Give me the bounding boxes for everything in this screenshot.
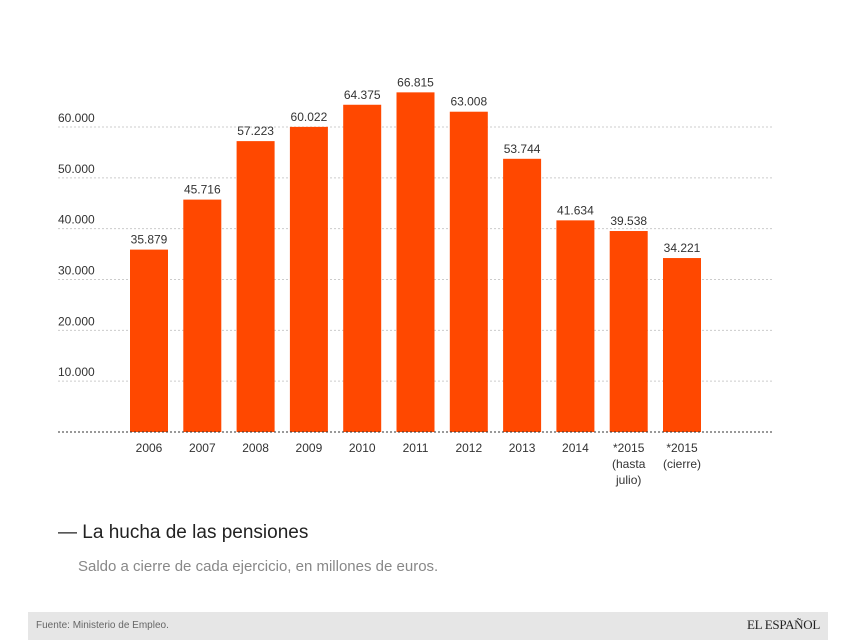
x-tick-label: 2006 — [136, 441, 163, 455]
x-tick-label: *2015 — [666, 441, 698, 455]
el-espanol-logo: EL ESPAÑOL — [747, 617, 820, 632]
bar-chart: 10.000 20.000 30.000 40.000 50.000 60.000 35.8… — [58, 75, 772, 487]
x-tick-label: *2015 — [613, 441, 645, 455]
y-tick-label: 20.000 — [58, 314, 95, 328]
bar — [183, 199, 222, 432]
bar — [556, 220, 595, 432]
bar — [503, 158, 542, 432]
bar — [663, 258, 701, 432]
data-label: 53.744 — [504, 142, 541, 156]
data-label: 45.716 — [184, 183, 221, 197]
data-label: 35.879 — [131, 233, 168, 247]
x-tick-label: 2012 — [455, 441, 482, 455]
footer-bar: Fuente: Ministerio de Empleo. EL ESPAÑOL — [28, 612, 828, 640]
data-label: 34.221 — [664, 241, 701, 255]
y-tick-label: 50.000 — [58, 162, 95, 176]
x-tick-label: 2008 — [242, 441, 269, 455]
data-label: 64.375 — [344, 88, 381, 102]
y-tick-label: 30.000 — [58, 264, 95, 278]
chart-subtitle: Saldo a cierre de cada ejercicio, en mil… — [78, 558, 439, 575]
data-label: 63.008 — [450, 95, 487, 109]
x-tick-label: 2007 — [189, 441, 216, 455]
bar — [236, 141, 275, 433]
bar — [609, 231, 648, 432]
bar — [289, 126, 328, 432]
x-tick-label: 2010 — [349, 441, 376, 455]
x-tick-label: (cierre) — [663, 457, 701, 471]
bar — [396, 92, 435, 432]
data-label: 39.538 — [610, 214, 647, 228]
bar — [130, 249, 168, 432]
x-tick-label: 2011 — [403, 441, 429, 455]
x-tick-label: 2009 — [296, 441, 323, 455]
x-tick-label: 2014 — [562, 441, 589, 455]
chart-title: — La hucha de las pensiones — [58, 522, 309, 543]
y-tick-label: 10.000 — [58, 365, 95, 379]
bar — [449, 111, 488, 432]
bar — [343, 104, 382, 433]
x-tick-label: julio) — [615, 473, 641, 487]
data-label: 60.022 — [291, 110, 328, 124]
data-label: 66.815 — [397, 75, 434, 89]
data-label: 57.223 — [237, 124, 274, 138]
y-tick-label: 40.000 — [58, 213, 95, 227]
source-note: Fuente: Ministerio de Empleo. — [36, 620, 169, 631]
x-tick-label: 2013 — [509, 441, 536, 455]
chart-title-text: La hucha de las pensiones — [82, 522, 309, 543]
data-label: 41.634 — [557, 203, 594, 217]
y-tick-label: 60.000 — [58, 111, 95, 125]
x-tick-label: (hasta — [612, 457, 646, 471]
